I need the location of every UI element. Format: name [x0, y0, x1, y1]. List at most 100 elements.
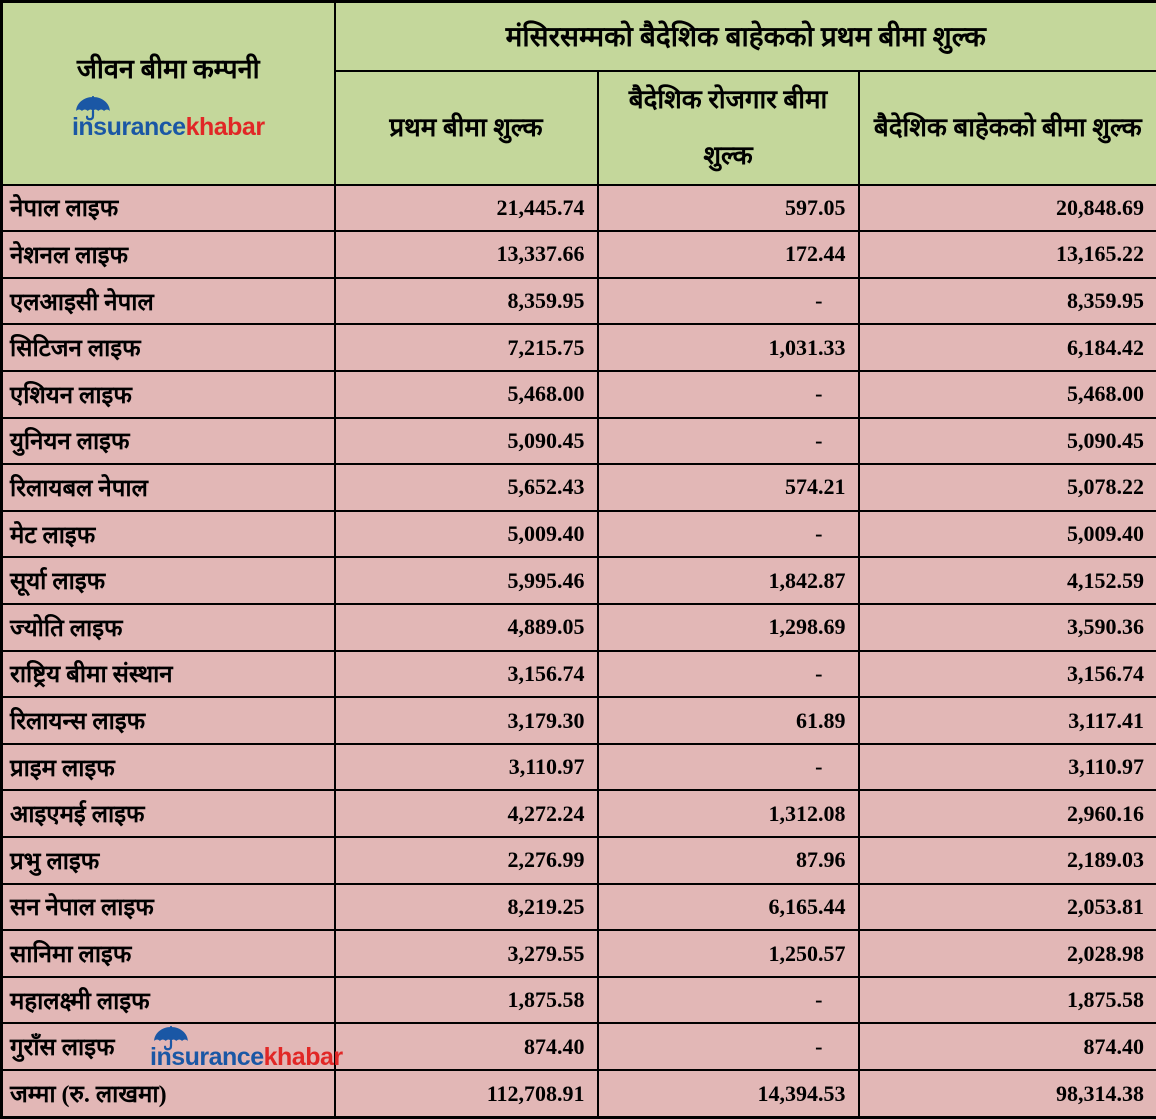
table-row: प्रभु लाइफ 2,276.99 87.96 2,189.03 — [0, 836, 1156, 885]
table-row: सन नेपाल लाइफ 8,219.25 6,165.44 2,053.81 — [0, 882, 1156, 932]
company-name-cell: प्राइम लाइफ — [0, 742, 336, 792]
foreign-employment-premium-cell: 87.96 — [596, 836, 860, 885]
first-premium-cell: 5,009.40 — [333, 509, 599, 559]
table-row: रिलायबल नेपाल 5,652.43 574.21 5,078.22 — [0, 463, 1156, 512]
excluding-foreign-premium-cell: 3,590.36 — [857, 602, 1156, 652]
foreign-employment-premium-cell: - — [596, 276, 860, 326]
table-row: आइएमई लाइफ 4,272.24 1,312.08 2,960.16 — [0, 789, 1156, 839]
foreign-employment-premium-cell: - — [596, 649, 860, 699]
excluding-foreign-premium-cell: 20,848.69 — [857, 183, 1156, 233]
table-row: नेपाल लाइफ 21,445.74 597.05 20,848.69 — [0, 183, 1156, 233]
company-name-cell: नेपाल लाइफ — [0, 183, 336, 233]
first-premium-cell: 874.40 — [333, 1022, 599, 1072]
excluding-foreign-premium-cell: 3,117.41 — [857, 696, 1156, 745]
excluding-foreign-premium-cell: 2,028.98 — [857, 929, 1156, 978]
table-row: रिलायन्स लाइफ 3,179.30 61.89 3,117.41 — [0, 696, 1156, 745]
table-row: महालक्ष्मी लाइफ 1,875.58 - 1,875.58 — [0, 975, 1156, 1025]
company-column-header: जीवन बीमा कम्पनी — [76, 53, 260, 84]
foreign-employment-premium-cell: 1,842.87 — [596, 556, 860, 605]
excluding-foreign-premium-cell: 5,090.45 — [857, 416, 1156, 466]
company-name-cell: ज्योति लाइफ — [0, 602, 336, 652]
column-header-first-premium: प्रथम बीमा शुल्क — [333, 69, 599, 186]
excluding-foreign-premium-cell: 4,152.59 — [857, 556, 1156, 605]
first-premium-cell: 3,279.55 — [333, 929, 599, 978]
table-row: एलआइसी नेपाल 8,359.95 - 8,359.95 — [0, 276, 1156, 326]
first-premium-cell: 5,995.46 — [333, 556, 599, 605]
column-header-excluding-foreign-premium: बैदेशिक बाहेकको बीमा शुल्क — [857, 69, 1156, 186]
excluding-foreign-premium-cell: 2,960.16 — [857, 789, 1156, 839]
excluding-foreign-premium-cell: 8,359.95 — [857, 276, 1156, 326]
company-name-cell: मेट लाइफ — [0, 509, 336, 559]
excluding-foreign-premium-cell: 2,189.03 — [857, 836, 1156, 885]
foreign-employment-premium-cell: - — [596, 975, 860, 1025]
foreign-employment-premium-cell: 61.89 — [596, 696, 860, 745]
table-row: प्राइम लाइफ 3,110.97 - 3,110.97 — [0, 742, 1156, 792]
logo-text-khabar: khabar — [185, 112, 265, 141]
first-premium-cell: 5,652.43 — [333, 463, 599, 512]
table-row: राष्ट्रिय बीमा संस्थान 3,156.74 - 3,156.… — [0, 649, 1156, 699]
umbrella-icon — [154, 1026, 188, 1051]
excluding-foreign-premium-cell: 3,156.74 — [857, 649, 1156, 699]
first-premium-cell: 4,889.05 — [333, 602, 599, 652]
foreign-employment-premium-cell: - — [596, 369, 860, 419]
table-row: सानिमा लाइफ 3,279.55 1,250.57 2,028.98 — [0, 929, 1156, 978]
table-row: एशियन लाइफ 5,468.00 - 5,468.00 — [0, 369, 1156, 419]
foreign-employment-premium-cell: 1,312.08 — [596, 789, 860, 839]
excluding-foreign-premium-cell: 13,165.22 — [857, 230, 1156, 279]
first-premium-cell: 1,875.58 — [333, 975, 599, 1025]
table-row: गुराँस लाइफ 874.40 - 874.40 — [0, 1022, 1156, 1072]
excluding-foreign-premium-cell: 5,009.40 — [857, 509, 1156, 559]
first-premium-cell: 2,276.99 — [333, 836, 599, 885]
company-name-cell: प्रभु लाइफ — [0, 836, 336, 885]
company-name-cell: महालक्ष्मी लाइफ — [0, 975, 336, 1025]
table-row: नेशनल लाइफ 13,337.66 172.44 13,165.22 — [0, 230, 1156, 279]
foreign-employment-premium-cell: 597.05 — [596, 183, 860, 233]
first-premium-cell: 5,468.00 — [333, 369, 599, 419]
foreign-employment-premium-cell: 574.21 — [596, 463, 860, 512]
company-name-cell: एलआइसी नेपाल — [0, 276, 336, 326]
first-premium-cell: 8,219.25 — [333, 882, 599, 932]
company-name-cell: एशियन लाइफ — [0, 369, 336, 419]
table-row: सिटिजन लाइफ 7,215.75 1,031.33 6,184.42 — [0, 323, 1156, 372]
excluding-foreign-premium-cell: 3,110.97 — [857, 742, 1156, 792]
first-premium-cell: 13,337.66 — [333, 230, 599, 279]
company-name-cell: जम्मा (रु. लाखमा) — [0, 1069, 336, 1119]
first-premium-cell: 3,110.97 — [333, 742, 599, 792]
insurancekhabar-logo: insurancekhabar — [72, 95, 265, 141]
foreign-employment-premium-cell: - — [596, 509, 860, 559]
company-name-cell: रिलायबल नेपाल — [0, 463, 336, 512]
column-header-foreign-employment-premium: बैदेशिक रोजगार बीमा शुल्क — [596, 69, 860, 186]
table-row: जम्मा (रु. लाखमा) 112,708.91 14,394.53 9… — [0, 1069, 1156, 1119]
foreign-employment-premium-cell: - — [596, 742, 860, 792]
foreign-employment-premium-cell: 1,298.69 — [596, 602, 860, 652]
logo-text-khabar: khabar — [263, 1043, 343, 1071]
excluding-foreign-premium-cell: 6,184.42 — [857, 323, 1156, 372]
company-name-cell: राष्ट्रिय बीमा संस्थान — [0, 649, 336, 699]
foreign-employment-premium-cell: 1,031.33 — [596, 323, 860, 372]
excluding-foreign-premium-cell: 874.40 — [857, 1022, 1156, 1072]
table-row: ज्योति लाइफ 4,889.05 1,298.69 3,590.36 — [0, 602, 1156, 652]
table-row: मेट लाइफ 5,009.40 - 5,009.40 — [0, 509, 1156, 559]
foreign-employment-premium-cell: - — [596, 416, 860, 466]
foreign-employment-premium-cell: 14,394.53 — [596, 1069, 860, 1119]
company-name-cell: सिटिजन लाइफ — [0, 323, 336, 372]
foreign-employment-premium-cell: 6,165.44 — [596, 882, 860, 932]
company-name-cell: आइएमई लाइफ — [0, 789, 336, 839]
excluding-foreign-premium-cell: 2,053.81 — [857, 882, 1156, 932]
first-premium-cell: 21,445.74 — [333, 183, 599, 233]
first-premium-cell: 4,272.24 — [333, 789, 599, 839]
first-premium-cell: 112,708.91 — [333, 1069, 599, 1119]
excluding-foreign-premium-cell: 1,875.58 — [857, 975, 1156, 1025]
company-name-cell: सानिमा लाइफ — [0, 929, 336, 978]
insurancekhabar-logo-watermark: insurancekhabar — [150, 1026, 343, 1070]
table-row: युनियन लाइफ 5,090.45 - 5,090.45 — [0, 416, 1156, 466]
umbrella-icon — [76, 95, 110, 121]
table-row: सूर्या लाइफ 5,995.46 1,842.87 4,152.59 — [0, 556, 1156, 605]
foreign-employment-premium-cell: 172.44 — [596, 230, 860, 279]
excluding-foreign-premium-cell: 5,078.22 — [857, 463, 1156, 512]
excluding-foreign-premium-cell: 5,468.00 — [857, 369, 1156, 419]
company-name-cell: रिलायन्स लाइफ — [0, 696, 336, 745]
company-header-cell: जीवन बीमा कम्पनी insurancekhabar — [0, 0, 336, 186]
